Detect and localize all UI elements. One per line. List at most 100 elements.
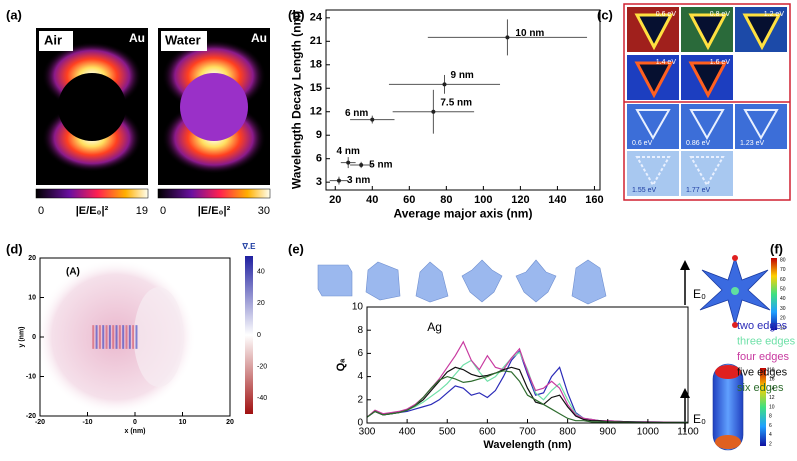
- colorbar-tick-label: 2: [769, 441, 772, 447]
- mode-map: [681, 151, 733, 196]
- field-stripe: [125, 325, 128, 349]
- colorbar-tick-label: 30: [780, 306, 786, 312]
- shape-sketch: [461, 259, 503, 303]
- x-tick-label: 60: [403, 194, 415, 206]
- colorbar-max: 30: [258, 205, 270, 217]
- triangle: [635, 156, 671, 188]
- colorbar-tick-label: 50: [780, 286, 786, 292]
- mode-label: 0.6 eV: [632, 140, 653, 147]
- y-axis-label: Wavelength Decay Length (nm): [290, 11, 304, 189]
- x-tick-label: 900: [599, 427, 616, 438]
- shape-sketch: [515, 259, 557, 303]
- point: [336, 178, 341, 183]
- mode-label: 0.8 eV: [710, 11, 731, 18]
- colorbar-tick-label: 6: [769, 423, 772, 429]
- legend-entry: six edges: [737, 382, 784, 394]
- y-tick-label: 0: [32, 334, 36, 341]
- colorbar-tick-label: 20: [257, 300, 265, 307]
- rod-particle: [712, 363, 744, 451]
- hotspot: [731, 287, 739, 295]
- mode-label: 0.6 eV: [656, 11, 677, 18]
- point: [346, 160, 351, 165]
- triangle: [634, 61, 674, 99]
- mode-label: 1.2 eV: [764, 11, 785, 18]
- x-axis-label: Average major axis (nm): [394, 206, 533, 220]
- colorbar-tick-label: -40: [257, 395, 267, 402]
- colorbar-tick-label: 70: [780, 267, 786, 273]
- colorbar-tick-label: 8: [769, 414, 772, 420]
- field-stripe: [92, 325, 95, 349]
- y-tick-label: 24: [310, 12, 323, 24]
- medium-label: Water: [165, 32, 201, 47]
- x-tick-label: -10: [82, 419, 92, 426]
- field-stripe: [122, 325, 125, 349]
- y-tick-label: 18: [310, 59, 322, 71]
- y-tick-label: 2: [357, 394, 363, 405]
- x-tick-label: -20: [35, 419, 45, 426]
- mode-label: 1.23 eV: [740, 140, 764, 147]
- colorbar: [157, 188, 271, 199]
- triangle: [688, 61, 728, 99]
- panel-a: Air Au 0 |E/E₀|² 19 Water Au 0 |E/E₀|² 3…: [35, 28, 271, 217]
- panel-c: 0.6 eV 0.8 eV 1.2 eV 1.4 eV 1.6 eV 0.6 eV 0.86…: [624, 7, 790, 196]
- triangle: [635, 109, 671, 141]
- x-tick-label: 400: [399, 427, 416, 438]
- annotation: Ag: [427, 320, 442, 334]
- colorbar-tick-label: 80: [780, 257, 786, 263]
- hotspot: [715, 365, 741, 379]
- panel-label: (b): [288, 7, 305, 22]
- mode-label: 1.6 eV: [710, 59, 731, 66]
- field-stripe: [95, 325, 98, 349]
- colorbar-label: |E/E₀|²: [76, 205, 109, 217]
- point-label: 4 nm: [337, 146, 360, 157]
- point-label: 7.5 nm: [440, 97, 472, 108]
- x-tick-label: 1100: [677, 427, 699, 438]
- x-tick-label: 100: [474, 194, 492, 206]
- colorbar-tick-label: 40: [257, 269, 265, 276]
- field-stripe: [102, 325, 105, 349]
- colorbar: [245, 256, 253, 414]
- shape-sketch: [317, 264, 353, 297]
- triangle: [689, 156, 725, 188]
- y-tick-label: 12: [310, 106, 322, 118]
- field-stripe: [105, 325, 108, 349]
- series-line: [366, 340, 689, 424]
- x-tick-label: 140: [548, 194, 566, 206]
- legend-entry: two edges: [737, 320, 788, 332]
- hotspot: [715, 435, 741, 449]
- triangle: [688, 13, 728, 51]
- annotation: (A): [66, 267, 80, 278]
- plot-frame: [325, 9, 601, 191]
- x-tick-label: 600: [479, 427, 496, 438]
- x-axis-label: x (nm): [125, 428, 146, 435]
- x-tick-label: 10: [179, 419, 187, 426]
- mode-label: 1.4 eV: [656, 59, 677, 66]
- field-stripe: [118, 325, 121, 349]
- shape-sketch: [571, 259, 607, 305]
- y-axis-label: Qₐ: [335, 358, 347, 372]
- panel-labels: (a) (b) (c) (d) (e) (f): [6, 7, 783, 256]
- arrowhead: [680, 260, 690, 270]
- x-tick-label: 500: [439, 427, 456, 438]
- triangle: [634, 13, 674, 51]
- mode-map: [735, 104, 787, 149]
- y-tick-label: 4: [357, 371, 363, 382]
- x-tick-label: 0: [133, 419, 137, 426]
- panel-label: (a): [6, 7, 22, 22]
- legend-entry: five edges: [737, 366, 788, 378]
- y-tick-label: 3: [316, 176, 322, 188]
- hotspot: [732, 255, 738, 261]
- y-tick-label: 9: [316, 129, 322, 141]
- label-box: [161, 31, 207, 51]
- colorbar-tick-label: 20: [780, 316, 786, 322]
- y-tick-label: 15: [310, 82, 322, 94]
- triangle: [742, 13, 782, 51]
- mode-label: 0.86 eV: [686, 140, 710, 147]
- y-tick-label: 20: [28, 255, 36, 262]
- legend-entry: three edges: [737, 335, 796, 347]
- series-line: [366, 370, 688, 424]
- mode-map: [627, 151, 679, 196]
- panel-label: (f): [770, 241, 783, 256]
- colorbar-tick-label: 18: [769, 367, 775, 373]
